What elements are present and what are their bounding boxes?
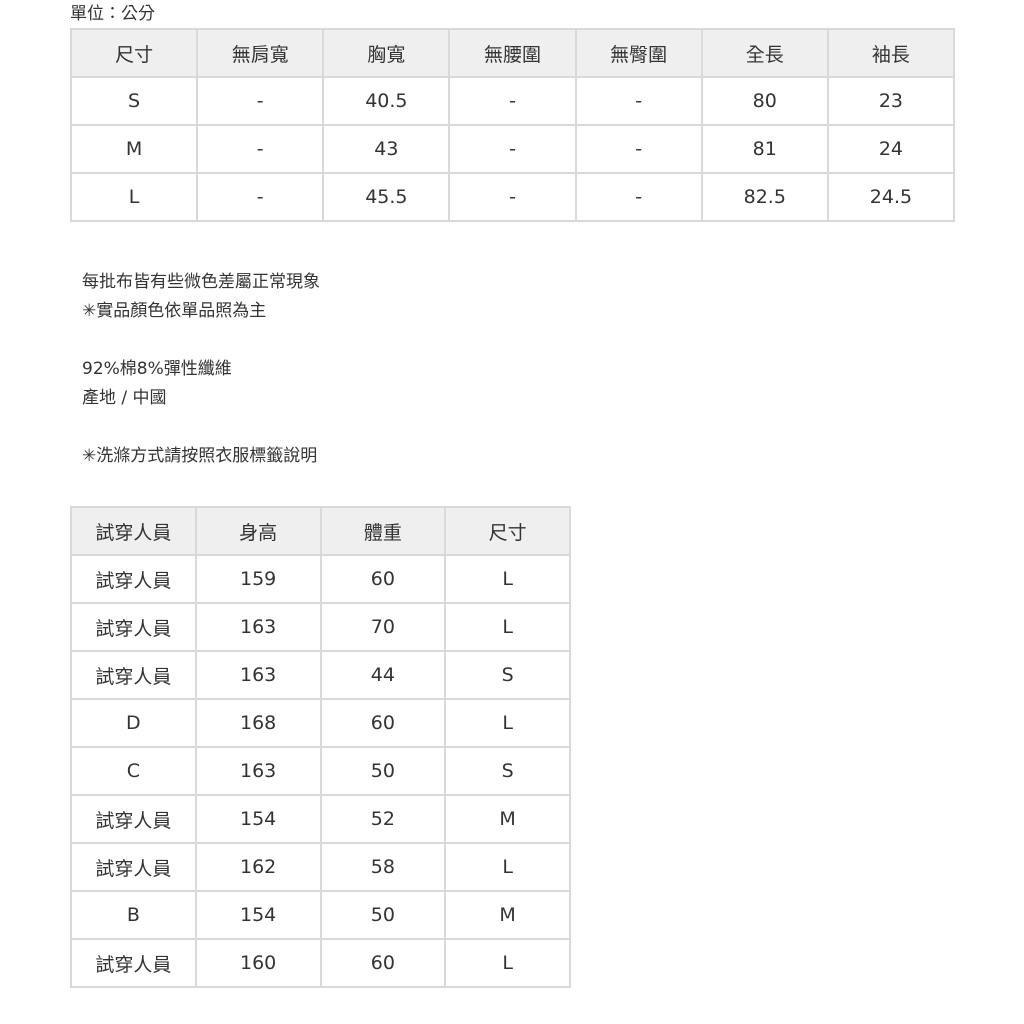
header-cell: 全長 [700, 28, 829, 78]
header-cell: 體重 [319, 506, 447, 556]
note-line: 92%棉8%彈性纖維 [82, 359, 232, 379]
cell: 60 [319, 698, 447, 748]
header-cell: 袖長 [826, 28, 956, 78]
size-table: 尺寸 無肩寬 胸寬 無腰圍 無臀圍 全長 袖長 S -40.5- -80 23 M -43- -81 24 L… [69, 28, 956, 222]
cell: - [574, 172, 703, 222]
cell: L [444, 554, 571, 604]
spacer [82, 326, 320, 355]
row: 試穿人員 163 70 L [70, 602, 571, 652]
cell: M [69, 124, 199, 174]
cell: 168 [194, 698, 322, 748]
cell: B [70, 890, 197, 940]
cell: 82.5 [700, 172, 829, 222]
cell: - [574, 76, 703, 126]
row: 試穿人員 160 60 L [70, 938, 571, 988]
cell: 162 [194, 842, 322, 892]
cell: - [448, 172, 577, 222]
row: 試穿人員 154 52 M [70, 794, 571, 844]
cell: 58 [319, 842, 447, 892]
cell: S [444, 746, 571, 796]
cell: - [574, 124, 703, 174]
cell: L [444, 602, 571, 652]
cell: 163 [194, 650, 322, 700]
header-row: 試穿人員 身高 體重 尺寸 [70, 506, 571, 556]
row: D 168 60 L [70, 698, 571, 748]
cell: 試穿人員 [70, 938, 197, 988]
cell: - [448, 124, 577, 174]
note-line: 產地 / 中國 [82, 388, 167, 408]
cell: 60 [319, 554, 447, 604]
cell: 60 [319, 938, 447, 988]
cell: 163 [194, 746, 322, 796]
header-cell: 無腰圍 [448, 28, 577, 78]
cell: 70 [319, 602, 447, 652]
cell: C [70, 746, 197, 796]
row: 試穿人員 159 60 L [70, 554, 571, 604]
cell: 52 [319, 794, 447, 844]
cell: 試穿人員 [70, 842, 197, 892]
cell: 154 [194, 890, 322, 940]
cell: S [69, 76, 199, 126]
cell: L [444, 698, 571, 748]
cell: 154 [194, 794, 322, 844]
cell: 159 [194, 554, 322, 604]
cell: 40.5 [322, 76, 451, 126]
cell: 23 [826, 76, 956, 126]
spacer [82, 413, 320, 442]
cell: M [444, 794, 571, 844]
cell: L [444, 842, 571, 892]
cell: - [196, 172, 325, 222]
notes: 每批布皆有些微色差屬正常現象 ✳實品顏色依單品照為主 92%棉8%彈性纖維 產地 / … [82, 268, 320, 471]
cell: L [69, 172, 199, 222]
header-row: 尺寸 無肩寬 胸寬 無腰圍 無臀圍 全長 袖長 [69, 28, 956, 78]
note-line: ✳洗滌方式請按照衣服標籤說明 [82, 446, 318, 466]
model-table: 試穿人員 身高 體重 尺寸 試穿人員 159 60 L 試穿人員 163 70 L 試穿人員 163 44 S… [70, 506, 571, 988]
cell: 50 [319, 890, 447, 940]
header-cell: 身高 [194, 506, 322, 556]
cell: 試穿人員 [70, 602, 197, 652]
cell: 163 [194, 602, 322, 652]
cell: 44 [319, 650, 447, 700]
cell: L [444, 938, 571, 988]
row: L -45.5- -82.5 24.5 [69, 172, 956, 222]
note-line: 每批布皆有些微色差屬正常現象 [82, 272, 320, 292]
cell: 43 [322, 124, 451, 174]
cell: - [196, 76, 325, 126]
row: 試穿人員 162 58 L [70, 842, 571, 892]
cell: 試穿人員 [70, 650, 197, 700]
header-cell: 無肩寬 [196, 28, 325, 78]
note-line: ✳實品顏色依單品照為主 [82, 301, 267, 321]
header-cell: 試穿人員 [70, 506, 197, 556]
header-cell: 無臀圍 [574, 28, 703, 78]
cell: 160 [194, 938, 322, 988]
row: M -43- -81 24 [69, 124, 956, 174]
cell: D [70, 698, 197, 748]
cell: 45.5 [322, 172, 451, 222]
header-cell: 尺寸 [69, 28, 199, 78]
cell: M [444, 890, 571, 940]
cell: 24.5 [826, 172, 956, 222]
cell: S [444, 650, 571, 700]
cell: 81 [700, 124, 829, 174]
cell: 50 [319, 746, 447, 796]
cell: 24 [826, 124, 956, 174]
cell: 試穿人員 [70, 554, 197, 604]
row: B 154 50 M [70, 890, 571, 940]
row: C 163 50 S [70, 746, 571, 796]
header-cell: 尺寸 [444, 506, 571, 556]
header-cell: 胸寬 [322, 28, 451, 78]
cell: - [448, 76, 577, 126]
row: 試穿人員 163 44 S [70, 650, 571, 700]
cell: - [196, 124, 325, 174]
row: S -40.5- -80 23 [69, 76, 956, 126]
unit-label: 單位：公分 [70, 4, 155, 24]
cell: 試穿人員 [70, 794, 197, 844]
cell: 80 [700, 76, 829, 126]
